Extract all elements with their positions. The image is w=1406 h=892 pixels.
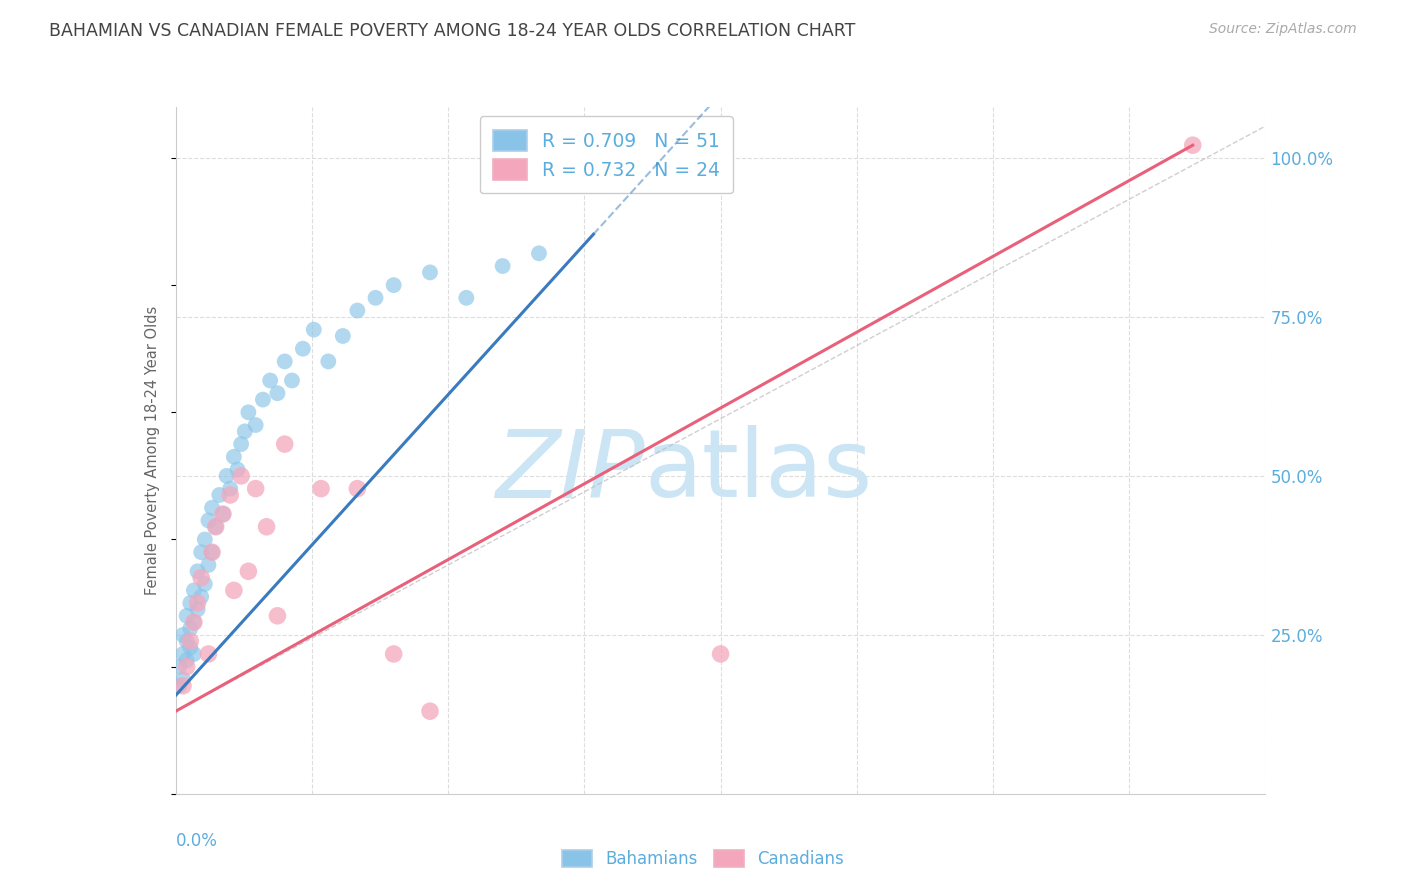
Point xyxy=(197,647,219,661)
Point xyxy=(266,608,288,623)
Point xyxy=(176,608,198,623)
Point xyxy=(456,291,478,305)
Point xyxy=(346,303,368,318)
Point xyxy=(419,265,441,279)
Point xyxy=(183,583,205,598)
Point xyxy=(256,520,278,534)
Point xyxy=(197,558,219,572)
Point xyxy=(190,590,212,604)
Point xyxy=(318,354,340,368)
Point xyxy=(179,596,201,610)
Point xyxy=(169,659,191,673)
Point xyxy=(219,488,242,502)
Point xyxy=(201,545,224,559)
Point xyxy=(183,615,205,630)
Point xyxy=(222,450,245,464)
Point xyxy=(419,704,441,718)
Point xyxy=(212,507,235,521)
Point xyxy=(186,596,209,610)
Legend: Bahamians, Canadians: Bahamians, Canadians xyxy=(555,843,851,875)
Point xyxy=(274,354,297,368)
Point xyxy=(226,462,249,476)
Point xyxy=(201,500,224,515)
Point xyxy=(172,647,194,661)
Point xyxy=(179,634,201,648)
Point xyxy=(194,577,217,591)
Point xyxy=(233,425,256,439)
Point xyxy=(176,659,198,673)
Point xyxy=(238,564,260,578)
Point xyxy=(346,482,368,496)
Text: atlas: atlas xyxy=(644,425,873,517)
Point xyxy=(169,679,191,693)
Point xyxy=(212,507,235,521)
Point xyxy=(190,571,212,585)
Point xyxy=(266,386,288,401)
Point xyxy=(492,259,515,273)
Point xyxy=(382,647,405,661)
Point xyxy=(208,488,231,502)
Point xyxy=(197,513,219,527)
Point xyxy=(172,679,194,693)
Point xyxy=(245,417,267,432)
Point xyxy=(201,545,224,559)
Point xyxy=(291,342,314,356)
Text: Source: ZipAtlas.com: Source: ZipAtlas.com xyxy=(1209,22,1357,37)
Point xyxy=(222,583,245,598)
Point xyxy=(382,278,405,293)
Point xyxy=(179,622,201,636)
Point xyxy=(302,323,325,337)
Point xyxy=(176,634,198,648)
Text: ZIP: ZIP xyxy=(495,425,644,516)
Point xyxy=(364,291,387,305)
Point xyxy=(231,469,253,483)
Point xyxy=(204,520,226,534)
Point xyxy=(274,437,297,451)
Legend: R = 0.709   N = 51, R = 0.732   N = 24: R = 0.709 N = 51, R = 0.732 N = 24 xyxy=(479,117,733,194)
Point xyxy=(1181,138,1204,153)
Point xyxy=(527,246,550,260)
Point xyxy=(245,482,267,496)
Point xyxy=(204,520,226,534)
Point xyxy=(281,374,304,388)
Point xyxy=(215,469,238,483)
Point xyxy=(219,482,242,496)
Point xyxy=(252,392,274,407)
Point xyxy=(309,482,332,496)
Point xyxy=(172,628,194,642)
Point xyxy=(231,437,253,451)
Point xyxy=(186,564,209,578)
Point xyxy=(259,374,281,388)
Point xyxy=(172,673,194,687)
Point xyxy=(710,647,733,661)
Text: BAHAMIAN VS CANADIAN FEMALE POVERTY AMONG 18-24 YEAR OLDS CORRELATION CHART: BAHAMIAN VS CANADIAN FEMALE POVERTY AMON… xyxy=(49,22,856,40)
Point xyxy=(176,653,198,667)
Text: 0.0%: 0.0% xyxy=(176,831,218,850)
Y-axis label: Female Poverty Among 18-24 Year Olds: Female Poverty Among 18-24 Year Olds xyxy=(145,306,160,595)
Point xyxy=(183,647,205,661)
Point xyxy=(179,640,201,655)
Point xyxy=(332,329,354,343)
Point xyxy=(183,615,205,630)
Point xyxy=(186,602,209,616)
Point xyxy=(238,405,260,419)
Point xyxy=(190,545,212,559)
Point xyxy=(194,533,217,547)
